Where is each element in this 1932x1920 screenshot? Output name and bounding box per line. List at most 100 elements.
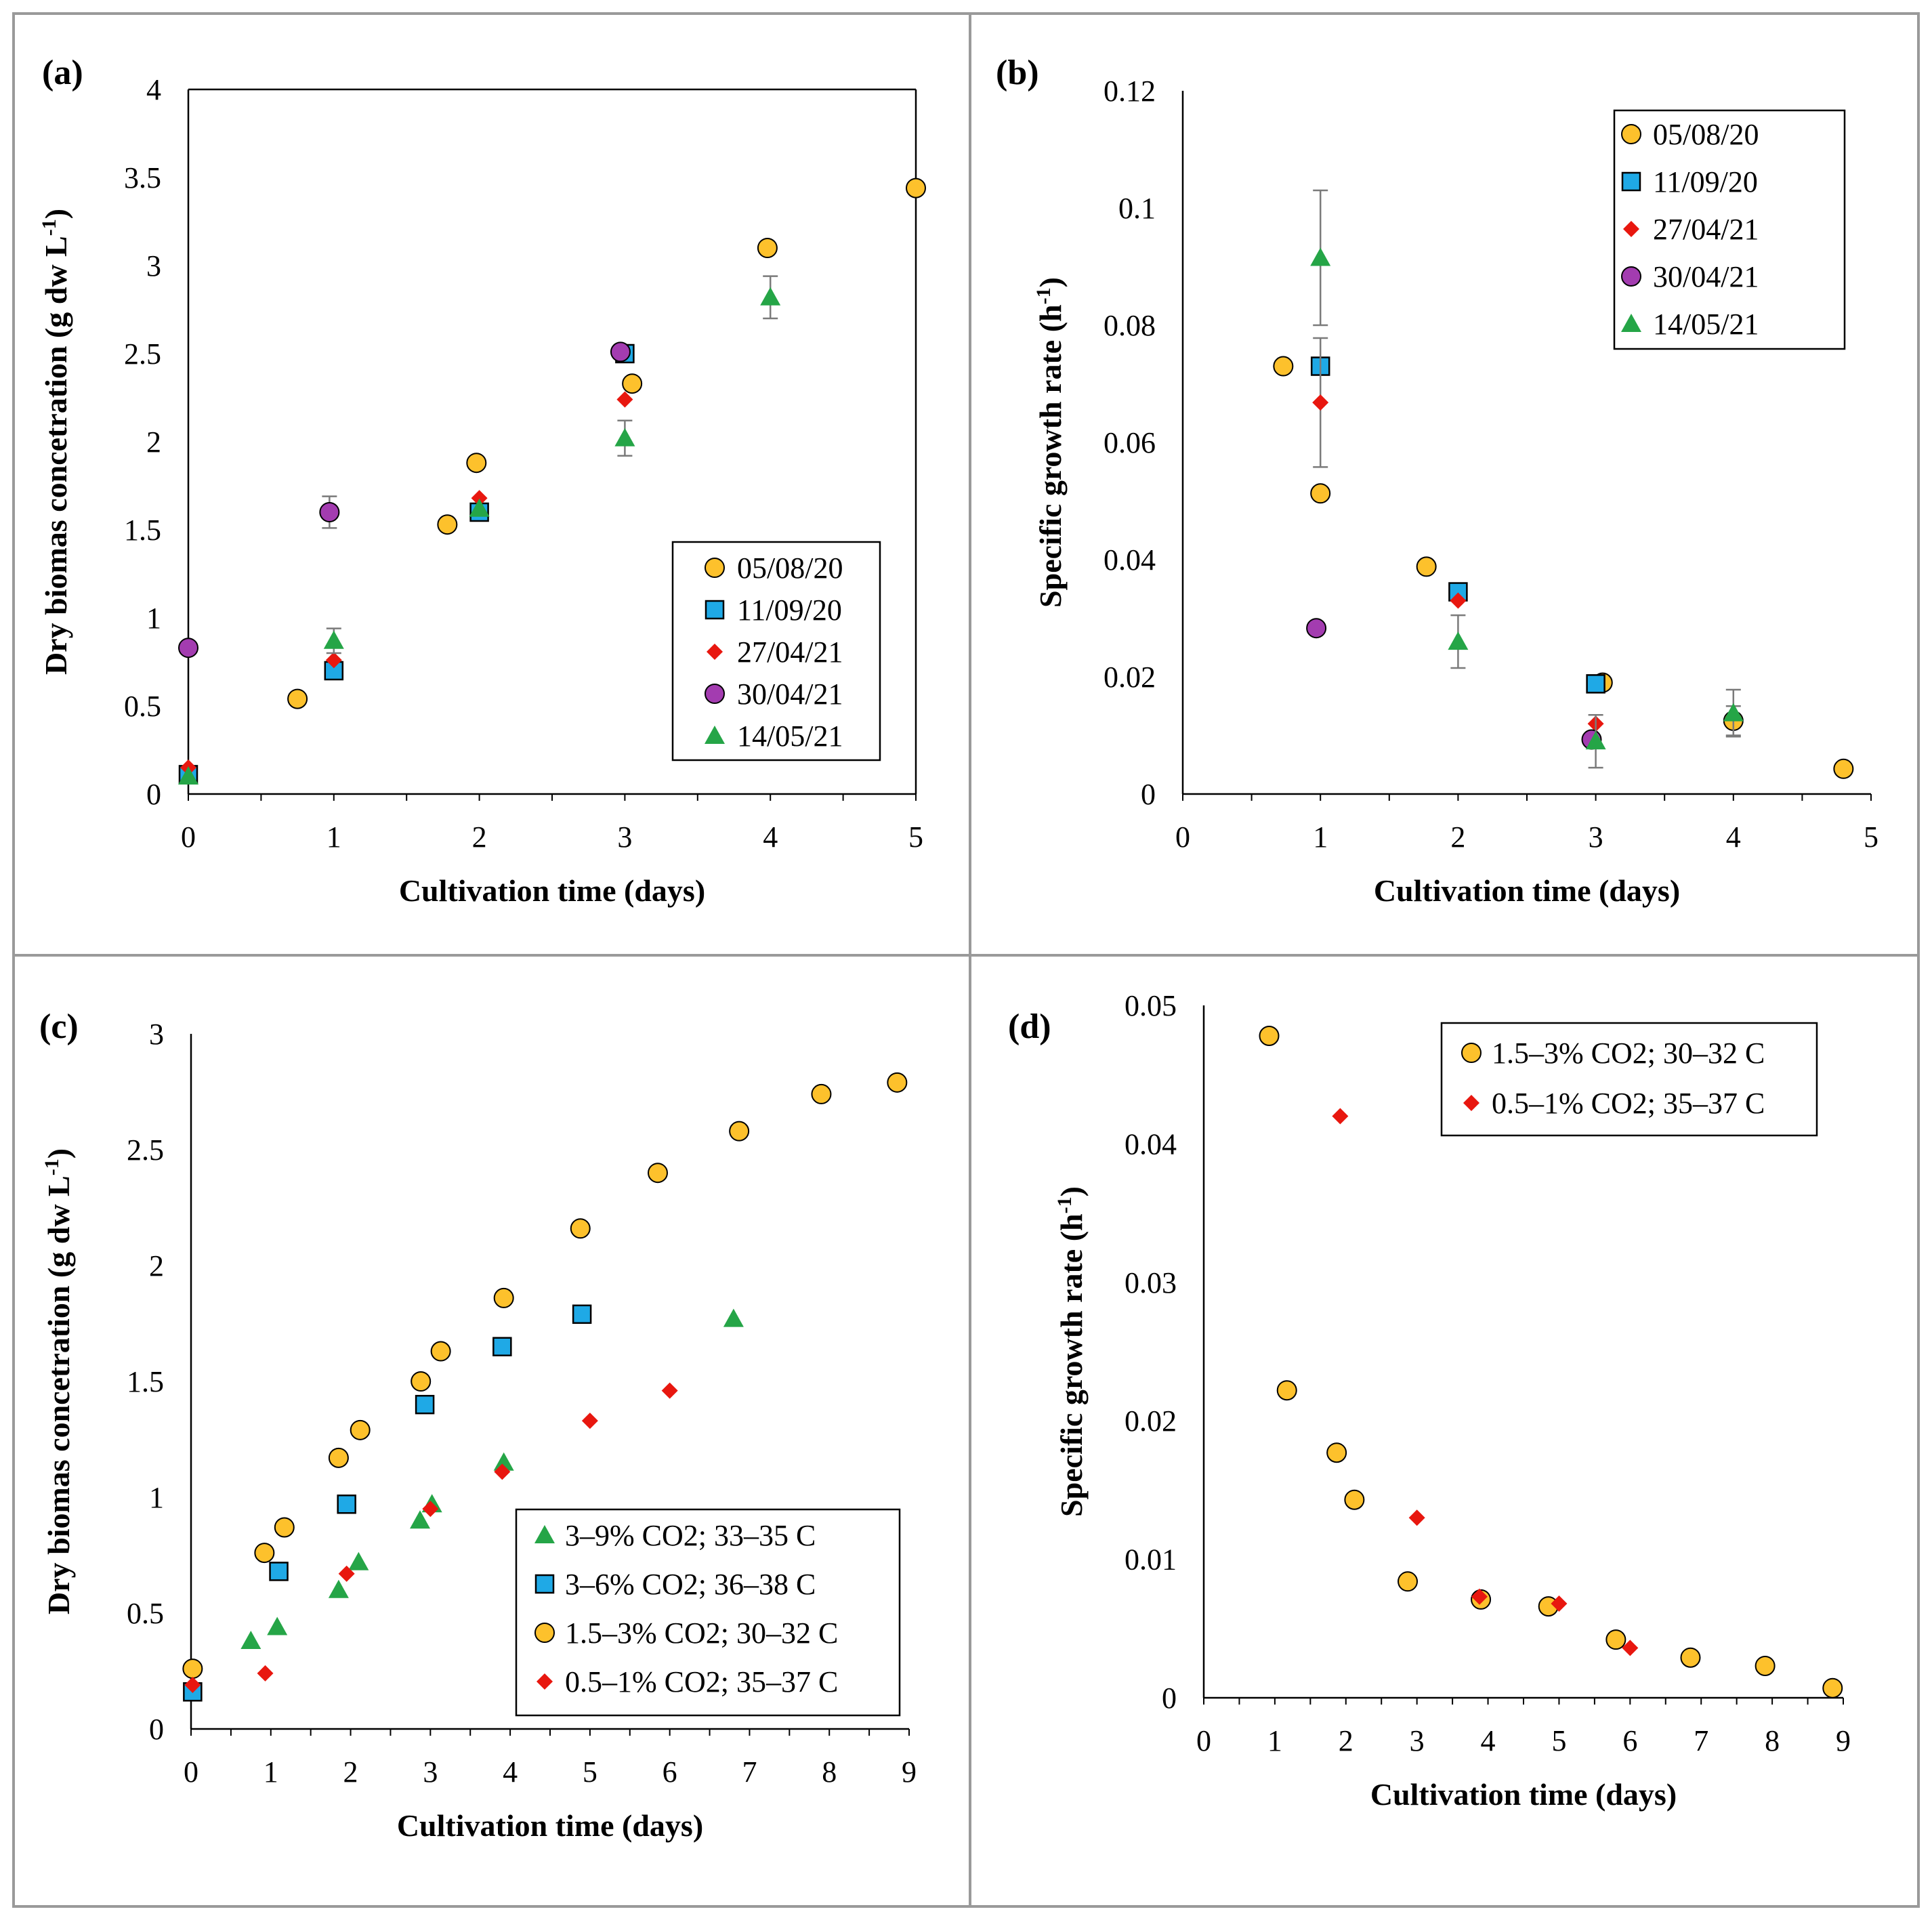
data-point bbox=[492, 1337, 512, 1356]
data-point bbox=[415, 1394, 435, 1415]
data-point bbox=[811, 1083, 832, 1104]
data-point bbox=[411, 1371, 432, 1392]
x-tick-label: 4 bbox=[763, 820, 778, 854]
x-tick-label: 1 bbox=[264, 1755, 278, 1789]
y-tick-label: 1.5 bbox=[127, 1365, 164, 1398]
x-tick-label: 8 bbox=[1765, 1724, 1780, 1757]
data-point bbox=[254, 1543, 275, 1564]
legend-marker bbox=[705, 726, 725, 744]
legend-box bbox=[515, 1508, 901, 1717]
y-tick-label: 0 bbox=[146, 778, 161, 811]
data-point bbox=[1310, 483, 1331, 504]
y-tick-label: 0.5 bbox=[127, 1597, 164, 1630]
y-tick-label: 1 bbox=[146, 602, 161, 635]
y-tick-label: 0.5 bbox=[124, 690, 161, 723]
y-tick-label: 0.04 bbox=[1125, 1127, 1177, 1161]
x-tick-label: 6 bbox=[1622, 1724, 1637, 1757]
data-point bbox=[337, 1495, 356, 1514]
data-point bbox=[1450, 592, 1467, 609]
panel-label: (c) bbox=[39, 1007, 79, 1046]
y-tick-label: 0.03 bbox=[1125, 1266, 1177, 1299]
data-point bbox=[581, 1413, 598, 1429]
y-tick-label: 3.5 bbox=[124, 161, 161, 194]
x-tick-label: 0 bbox=[181, 820, 196, 854]
data-point bbox=[1332, 1108, 1349, 1125]
legend-label: 30/04/21 bbox=[737, 677, 843, 711]
legend-marker bbox=[705, 558, 725, 578]
y-tick-label: 3 bbox=[149, 1018, 164, 1051]
x-tick-label: 5 bbox=[1551, 1724, 1566, 1757]
legend-marker bbox=[705, 684, 725, 704]
y-axis-title: Dry biomas concetration (g dw L-1) bbox=[41, 1148, 77, 1614]
data-point bbox=[430, 1341, 451, 1362]
data-point bbox=[410, 1510, 431, 1529]
legend-label: 30/04/21 bbox=[1653, 260, 1759, 293]
data-point bbox=[757, 238, 778, 258]
x-tick-label: 4 bbox=[1726, 820, 1741, 854]
x-tick-label: 3 bbox=[1410, 1724, 1425, 1757]
x-tick-label: 5 bbox=[908, 820, 923, 854]
panel-label: (b) bbox=[996, 54, 1039, 92]
y-tick-label: 0.12 bbox=[1104, 75, 1156, 108]
data-point bbox=[328, 1579, 349, 1598]
legend-box bbox=[1440, 1022, 1818, 1137]
data-point bbox=[1416, 556, 1437, 577]
x-tick-label: 7 bbox=[742, 1755, 757, 1789]
x-tick-label: 0 bbox=[1196, 1724, 1211, 1757]
data-point bbox=[178, 638, 198, 659]
data-point bbox=[471, 490, 488, 507]
data-point bbox=[887, 1072, 908, 1093]
data-point bbox=[1448, 631, 1469, 650]
x-tick-label: 3 bbox=[423, 1755, 438, 1789]
legend-marker bbox=[534, 1525, 555, 1543]
x-tick-label: 2 bbox=[1339, 1724, 1353, 1757]
y-tick-label: 1.5 bbox=[124, 514, 161, 547]
panel-c: 0 1 2 3 4 5 6 7 8 9 0 0.5 1 1.5 2 2.5 3 Cultivation time … bbox=[39, 1007, 917, 1843]
x-axis-title: Cultivation time (days) bbox=[399, 873, 705, 908]
data-point bbox=[325, 652, 342, 669]
x-tick-label: 9 bbox=[902, 1755, 917, 1789]
x-tick-label: 3 bbox=[1589, 820, 1603, 854]
y-tick-label: 0.04 bbox=[1104, 543, 1156, 577]
data-point bbox=[723, 1308, 744, 1327]
data-point bbox=[616, 391, 633, 408]
data-point bbox=[1605, 1629, 1626, 1650]
data-point bbox=[1622, 1640, 1639, 1656]
x-axis-title: Cultivation time (days) bbox=[1374, 873, 1680, 908]
x-axis-title: Cultivation time (days) bbox=[1370, 1777, 1677, 1812]
legend-label: 05/08/20 bbox=[1653, 118, 1759, 151]
data-point bbox=[267, 1616, 288, 1635]
legend-label: 0.5–1% CO2; 35–37 C bbox=[1492, 1087, 1765, 1120]
data-point bbox=[1755, 1655, 1776, 1676]
legend-label: 1.5–3% CO2; 30–32 C bbox=[565, 1616, 838, 1650]
panel-d: 0 1 2 3 4 5 6 7 8 9 0 0.01 0.02 0.03 0.04 0.05 Cultivati… bbox=[1008, 989, 1851, 1812]
data-point bbox=[648, 1163, 668, 1184]
y-tick-label: 0.06 bbox=[1104, 426, 1156, 459]
y-axis-title: Dry biomas concetration (g dw L-1) bbox=[38, 209, 74, 675]
y-tick-label: 0 bbox=[1141, 778, 1156, 811]
legend-marker bbox=[1623, 221, 1639, 237]
legend-marker bbox=[1621, 266, 1641, 287]
x-tick-label: 8 bbox=[822, 1755, 837, 1789]
legend-label: 3–9% CO2; 33–35 C bbox=[565, 1519, 816, 1552]
data-point bbox=[178, 766, 198, 785]
x-tick-label: 9 bbox=[1836, 1724, 1851, 1757]
data-point bbox=[572, 1304, 592, 1324]
legend-label: 14/05/21 bbox=[1653, 308, 1759, 341]
panel-b: 0 1 2 3 4 5 0 0.02 0.04 0.06 0.08 0.1 0.12 Cultivatio… bbox=[996, 54, 1878, 908]
y-tick-label: 2 bbox=[146, 425, 161, 459]
legend-marker bbox=[537, 1673, 553, 1690]
y-tick-label: 0 bbox=[149, 1713, 164, 1746]
data-point bbox=[469, 498, 490, 517]
panel-a-frame bbox=[12, 12, 971, 957]
x-tick-label: 2 bbox=[1450, 820, 1465, 854]
legend-label: 27/04/21 bbox=[737, 635, 843, 669]
panel-label: (d) bbox=[1008, 1007, 1051, 1046]
x-tick-label: 1 bbox=[327, 820, 341, 854]
data-point bbox=[1344, 1489, 1365, 1510]
legend-marker bbox=[1621, 124, 1641, 144]
data-point bbox=[661, 1382, 678, 1399]
data-point bbox=[1680, 1647, 1701, 1668]
y-tick-label: 0 bbox=[1162, 1682, 1177, 1715]
y-tick-label: 0.05 bbox=[1125, 989, 1177, 1022]
